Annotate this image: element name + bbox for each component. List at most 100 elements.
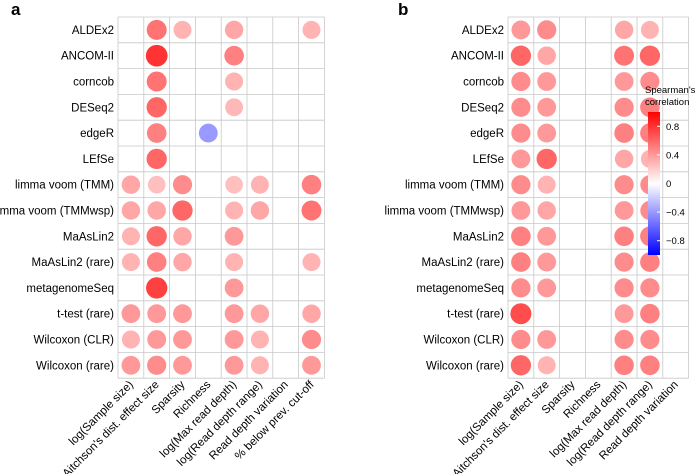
dot-a-maaslin2-rare-sparsity — [173, 252, 192, 272]
dot-b-corncob-log-sample-size — [511, 71, 531, 92]
dot-a-maaslin2-aitchson-s-dist-effect-size — [146, 226, 167, 247]
row-label-metagenomeseq: metagenomeSeq — [416, 283, 504, 295]
dot-a-deseq2-log-max-read-depth — [225, 98, 244, 117]
legend-tick-label: −0.8 — [666, 236, 685, 247]
dot-a-metagenomeseq-aitchson-s-dist-effect-size — [146, 277, 168, 299]
dot-a-t-test-rare-aitchson-s-dist-effect-size — [147, 304, 167, 324]
row-label-aldex2: ALDEx2 — [72, 25, 114, 37]
dot-a-lefse-aitchson-s-dist-effect-size — [146, 148, 167, 170]
dot-a-limma-voom-tmmwsp-log-read-depth-range — [250, 201, 270, 220]
dot-a-limma-voom-tmmwsp-aitchson-s-dist-effect-size — [147, 201, 166, 220]
dot-a-wilcoxon-clr-log-read-depth-range — [250, 330, 269, 349]
row-label-limma-voom-tmmwsp: limma voom (TMMwsp) — [0, 206, 114, 218]
dot-a-corncob-aitchson-s-dist-effect-size — [146, 71, 167, 92]
dot-a-maaslin2-sparsity — [173, 227, 192, 246]
dot-a-wilcoxon-rare-sparsity — [173, 355, 192, 375]
dot-b-metagenomeseq-log-read-depth-range — [640, 278, 660, 298]
dot-a-limma-voom-tmm-log-sample-size — [121, 175, 141, 194]
row-label-ancom-ii: ANCOM-II — [61, 51, 114, 63]
dot-b-maaslin2-log-max-read-depth — [614, 226, 634, 247]
dot-a-deseq2-aitchson-s-dist-effect-size — [146, 97, 167, 118]
row-label-limma-voom-tmmwsp: limma voom (TMMwsp) — [385, 206, 505, 218]
dot-a-metagenomeseq-log-max-read-depth — [224, 278, 244, 298]
dot-b-wilcoxon-clr-log-sample-size — [511, 329, 531, 350]
dot-a-maaslin2-rare-aitchson-s-dist-effect-size — [146, 252, 167, 272]
dot-b-edger-aitchson-s-dist-effect-size — [537, 123, 557, 143]
dot-a-aldex2-aitchson-s-dist-effect-size — [146, 19, 167, 40]
dot-b-metagenomeseq-log-sample-size — [511, 278, 531, 298]
row-label-limma-voom-tmm: limma voom (TMM) — [15, 180, 114, 192]
dot-b-lefse-log-sample-size — [511, 149, 531, 169]
dot-b-limma-voom-tmm-log-max-read-depth — [614, 175, 634, 195]
dot-b-limma-voom-tmmwsp-log-sample-size — [511, 201, 531, 220]
dot-a-maaslin2-rare-below-prev-cut-off — [302, 253, 321, 272]
dot-a-limma-voom-tmm-sparsity — [172, 175, 193, 195]
dot-a-wilcoxon-clr-log-sample-size — [121, 330, 140, 349]
dot-a-wilcoxon-clr-sparsity — [173, 330, 192, 349]
legend-title-line2: correlation — [645, 97, 689, 108]
panel-a-matrix: ALDEx2 ANCOM-II corncob DESeq2 edgeR LEfSe lim… — [0, 16, 325, 474]
row-label-t-test-rare: t-test (rare) — [447, 309, 504, 321]
dot-a-maaslin2-rare-log-max-read-depth — [225, 253, 244, 272]
row-label-maaslin2-rare: MaAsLin2 (rare) — [422, 257, 505, 269]
dot-b-corncob-log-read-depth-range — [640, 71, 660, 92]
dot-a-wilcoxon-rare-below-prev-cut-off — [302, 355, 321, 375]
row-label-corncob: corncob — [463, 77, 504, 89]
dot-b-edger-log-sample-size — [511, 123, 531, 143]
dot-b-maaslin2-rare-log-read-depth-range — [640, 252, 660, 272]
row-label-edger: edgeR — [470, 128, 504, 140]
dot-a-wilcoxon-rare-aitchson-s-dist-effect-size — [147, 355, 167, 375]
dot-a-edger-aitchson-s-dist-effect-size — [146, 123, 167, 143]
legend-title-line1: Spearman's — [645, 85, 696, 96]
dot-b-aldex2-aitchson-s-dist-effect-size — [537, 20, 557, 40]
dot-b-ancom-ii-log-read-depth-range — [639, 45, 661, 66]
dot-a-t-test-rare-log-max-read-depth — [224, 304, 244, 324]
dot-a-wilcoxon-rare-log-read-depth-range — [250, 356, 269, 375]
dot-b-edger-log-max-read-depth — [614, 123, 634, 143]
dot-b-wilcoxon-clr-log-max-read-depth — [614, 329, 634, 350]
dot-b-t-test-rare-log-max-read-depth — [614, 304, 634, 324]
dot-b-limma-voom-tmm-aitchson-s-dist-effect-size — [537, 175, 556, 194]
row-label-metagenomeseq: metagenomeSeq — [26, 283, 114, 295]
dot-a-t-test-rare-sparsity — [173, 304, 192, 324]
dot-b-wilcoxon-clr-aitchson-s-dist-effect-size — [537, 330, 557, 349]
row-label-aldex2: ALDEx2 — [462, 25, 504, 37]
dot-a-t-test-rare-log-read-depth-range — [250, 304, 270, 323]
dot-b-lefse-aitchson-s-dist-effect-size — [536, 148, 557, 170]
row-label-corncob: corncob — [73, 77, 114, 89]
col-label-aitchson-s-dist-effect-size: Aitchson's dist. effect size — [61, 379, 162, 474]
dot-a-wilcoxon-clr-below-prev-cut-off — [301, 329, 322, 350]
dot-b-limma-voom-tmmwsp-aitchson-s-dist-effect-size — [537, 201, 556, 220]
dot-a-aldex2-below-prev-cut-off — [302, 20, 321, 39]
dot-a-ancom-ii-log-max-read-depth — [224, 45, 244, 66]
dot-b-t-test-rare-log-sample-size — [510, 303, 532, 325]
dot-b-t-test-rare-log-read-depth-range — [640, 303, 660, 324]
row-label-ancom-ii: ANCOM-II — [451, 51, 504, 63]
dot-b-maaslin2-log-sample-size — [511, 226, 531, 247]
dot-b-deseq2-log-max-read-depth — [614, 97, 634, 117]
row-label-lefse: LEfSe — [473, 154, 504, 166]
dot-b-wilcoxon-rare-log-read-depth-range — [640, 355, 660, 376]
dot-a-limma-voom-tmmwsp-log-sample-size — [121, 201, 141, 220]
panel-letter-b: b — [398, 0, 408, 19]
row-label-deseq2: DESeq2 — [71, 102, 114, 114]
dot-b-wilcoxon-rare-log-sample-size — [510, 355, 532, 376]
row-label-lefse: LEfSe — [83, 154, 114, 166]
panel-letter-a: a — [11, 0, 21, 19]
dot-b-metagenomeseq-log-max-read-depth — [614, 278, 634, 298]
row-label-maaslin2-rare: MaAsLin2 (rare) — [32, 257, 115, 269]
row-label-wilcoxon-rare: Wilcoxon (rare) — [426, 360, 504, 372]
dot-a-limma-voom-tmmwsp-sparsity — [172, 200, 193, 221]
row-label-wilcoxon-clr: Wilcoxon (CLR) — [33, 335, 114, 347]
dot-a-wilcoxon-rare-log-sample-size — [121, 355, 141, 375]
legend-tick-label: −0.4 — [666, 208, 685, 219]
dot-a-maaslin2-rare-log-sample-size — [121, 253, 140, 272]
dot-b-limma-voom-tmm-log-sample-size — [511, 175, 531, 195]
color-legend: Spearman's correlation 0.8 0.4 0 −0.4 −0.8 — [645, 85, 696, 255]
dot-b-aldex2-log-max-read-depth — [614, 20, 634, 40]
dot-b-metagenomeseq-aitchson-s-dist-effect-size — [537, 278, 557, 298]
dot-b-wilcoxon-rare-aitchson-s-dist-effect-size — [537, 356, 556, 375]
legend-tick-label: 0.8 — [666, 122, 679, 133]
row-label-t-test-rare: t-test (rare) — [57, 309, 114, 321]
